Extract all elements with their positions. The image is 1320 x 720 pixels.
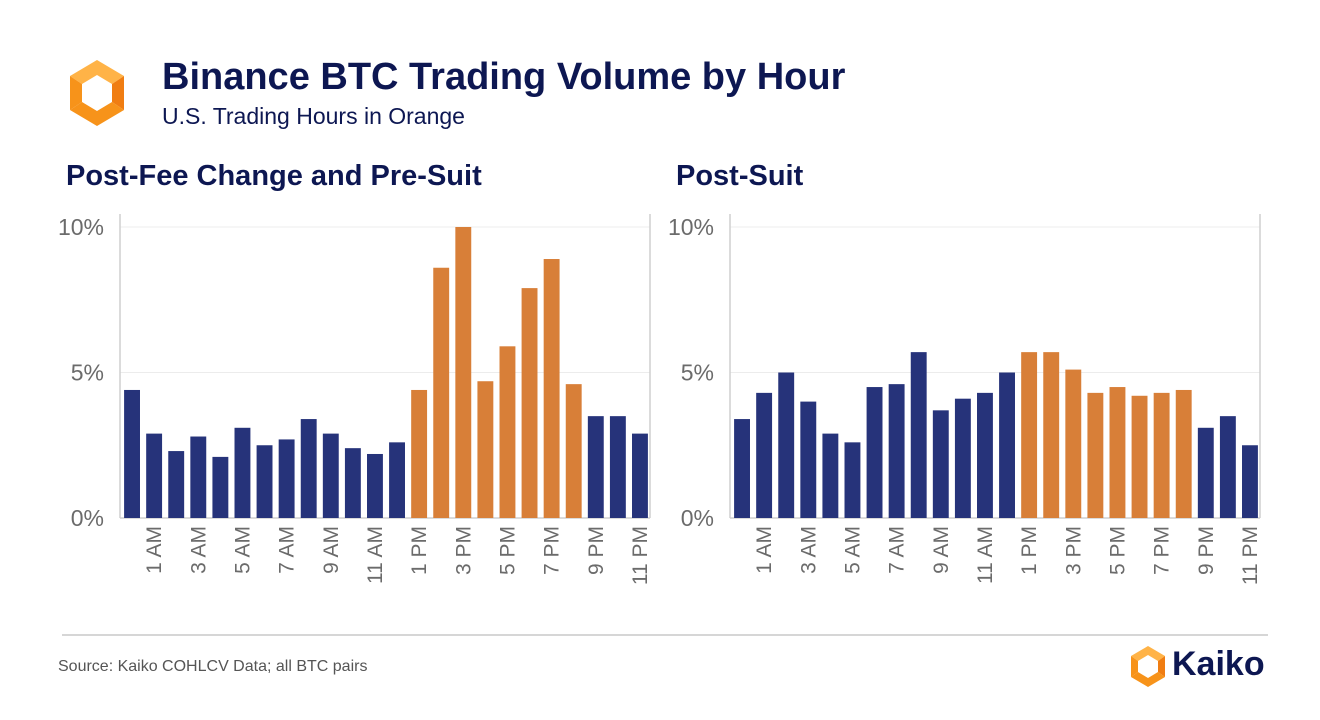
bar-12-pm: [389, 442, 405, 518]
bar-6-pm: [521, 288, 538, 518]
bar-4-am: [212, 456, 229, 518]
bar-7-am: [278, 439, 295, 518]
x-tick-label: 11 AM: [974, 526, 997, 584]
bar-7-am: [888, 384, 905, 518]
x-tick-label: 5 PM: [1106, 526, 1129, 575]
y-tick-label: 10%: [668, 214, 714, 240]
bar-1-pm: [411, 389, 428, 518]
bar-11-pm: [1242, 445, 1258, 518]
x-tick-label: 5 AM: [231, 526, 254, 574]
bar-7-pm: [543, 259, 560, 518]
x-tick-label: 5 AM: [841, 526, 864, 574]
x-tick-label: 1 PM: [1018, 526, 1041, 575]
bar-8-pm: [565, 384, 582, 518]
bar-3-pm: [455, 227, 472, 518]
bar-2-am: [778, 372, 795, 518]
bar-11-am: [977, 392, 993, 518]
bar-12-am: [734, 419, 750, 518]
bar-4-pm: [477, 381, 494, 518]
y-tick-label: 0%: [71, 505, 104, 531]
bar-10-am: [344, 448, 361, 518]
source-note: Source: Kaiko COHLCV Data; all BTC pairs: [58, 658, 368, 675]
x-tick-label: 9 AM: [320, 526, 343, 574]
bar-12-am: [124, 389, 140, 518]
bar-1-pm: [1021, 352, 1038, 518]
chart-right-title: Post-Suit: [676, 160, 804, 192]
page-title: Binance BTC Trading Volume by Hour: [162, 56, 846, 98]
bar-10-am: [954, 398, 971, 518]
bar-5-am: [234, 427, 251, 518]
bar-3-am: [800, 401, 817, 518]
kaiko-wordmark: Kaiko: [1172, 645, 1265, 683]
bar-5-pm: [499, 346, 516, 518]
x-tick-label: 9 AM: [930, 526, 953, 574]
x-tick-label: 7 PM: [541, 526, 564, 575]
x-tick-label: 3 PM: [452, 526, 475, 575]
x-tick-label: 1 AM: [753, 526, 776, 574]
bar-8-pm: [1175, 389, 1192, 518]
x-tick-label: 3 PM: [1062, 526, 1085, 575]
bar-1-am: [146, 433, 163, 518]
x-tick-label: 3 AM: [797, 526, 820, 574]
bar-11-am: [367, 453, 383, 518]
bar-9-pm: [1197, 427, 1214, 518]
bar-2-am: [168, 451, 185, 518]
bar-2-pm: [433, 267, 450, 518]
x-tick-label: 7 PM: [1151, 526, 1174, 575]
x-tick-label: 11 PM: [1239, 526, 1262, 585]
bar-6-am: [256, 445, 273, 518]
y-tick-label: 5%: [71, 360, 104, 386]
x-tick-label: 3 AM: [187, 526, 210, 574]
x-tick-label: 5 PM: [496, 526, 519, 575]
bar-7-pm: [1153, 392, 1170, 518]
bar-12-pm: [999, 372, 1015, 518]
bar-9-am: [322, 433, 339, 518]
y-tick-label: 5%: [681, 360, 714, 386]
bar-10-pm: [609, 416, 626, 518]
bar-8-am: [910, 352, 927, 518]
page-subtitle: U.S. Trading Hours in Orange: [162, 103, 465, 129]
x-tick-label: 1 AM: [143, 526, 166, 574]
x-tick-label: 9 PM: [1195, 526, 1218, 575]
bar-10-pm: [1219, 416, 1236, 518]
x-tick-label: 7 AM: [276, 526, 299, 574]
bar-3-am: [190, 436, 207, 518]
bar-8-am: [300, 419, 317, 518]
x-tick-label: 1 PM: [408, 526, 431, 575]
bar-9-am: [932, 410, 949, 518]
bar-4-pm: [1087, 392, 1104, 518]
chart-left: 0% 5% 10% 1 AM 3 AM 5 AM 7 AM 9 AM 11 AM 1 PM 3 PM…: [58, 214, 652, 585]
chart-left-title: Post-Fee Change and Pre-Suit: [66, 160, 482, 192]
bar-11-pm: [632, 433, 648, 518]
bar-9-pm: [587, 416, 604, 518]
bar-5-am: [844, 442, 861, 518]
x-tick-label: 7 AM: [886, 526, 909, 574]
x-tick-label: 11 PM: [629, 526, 652, 585]
chart-right: 0% 5% 10% 1 AM 3 AM 5 AM 7 AM 9 AM 11 AM 1 PM 3 PM…: [668, 214, 1262, 585]
bar-6-pm: [1131, 395, 1148, 518]
x-tick-label: 9 PM: [585, 526, 608, 575]
kaiko-logo-icon: [1131, 646, 1165, 687]
bar-5-pm: [1109, 387, 1126, 518]
bar-6-am: [866, 387, 883, 518]
bar-1-am: [756, 392, 773, 518]
y-tick-label: 10%: [58, 214, 104, 240]
kaiko-logo-icon: [70, 60, 124, 126]
y-tick-label: 0%: [681, 505, 714, 531]
footer-divider: [62, 634, 1268, 636]
bar-4-am: [822, 433, 839, 518]
bar-3-pm: [1065, 369, 1082, 518]
bar-2-pm: [1043, 352, 1060, 518]
x-tick-label: 11 AM: [364, 526, 387, 584]
